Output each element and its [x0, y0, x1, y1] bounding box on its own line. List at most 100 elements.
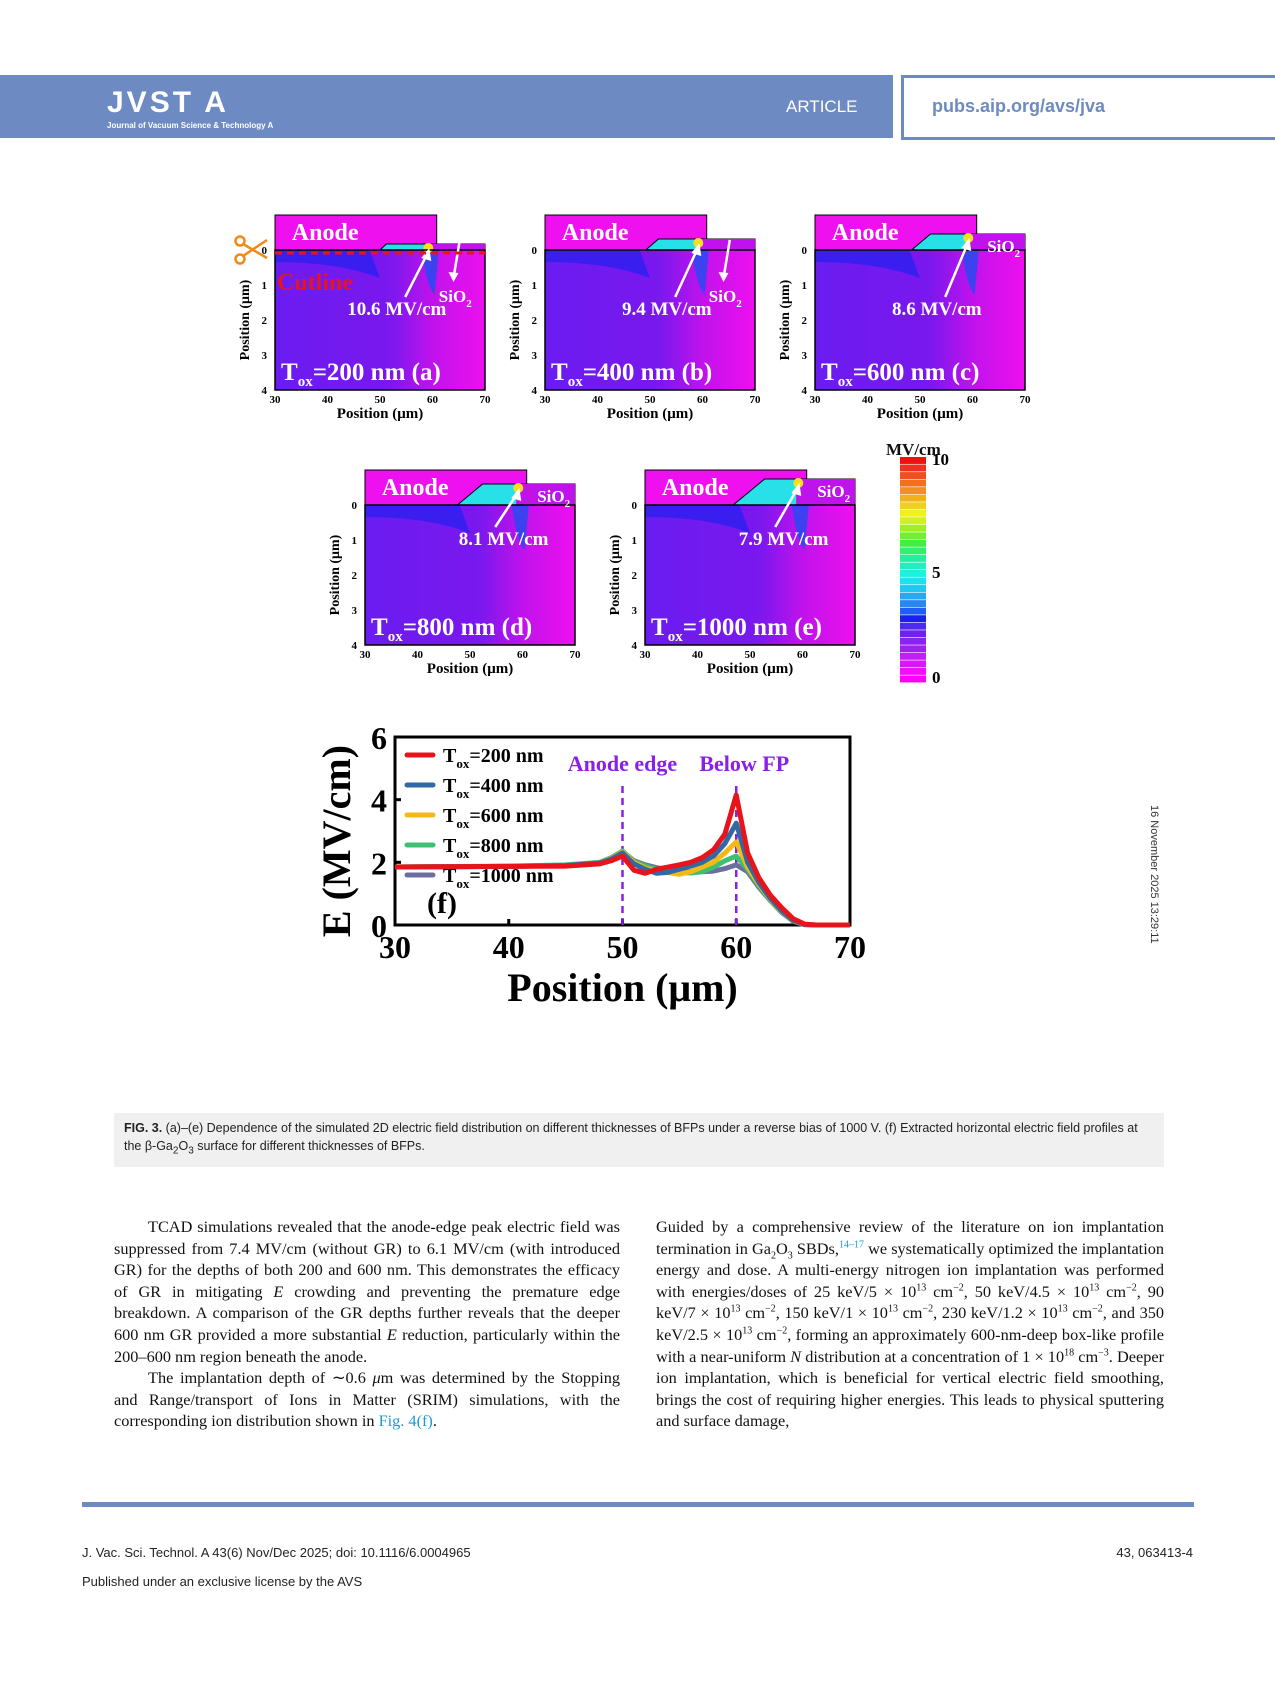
footer-rule: [82, 1502, 1194, 1507]
colorbar-segment: [900, 660, 926, 668]
y-tick-label: 4: [352, 640, 358, 652]
colorbar-segment: [900, 667, 926, 675]
paragraph: Guided by a comprehensive review of the …: [656, 1217, 1165, 1431]
colorbar-segment: [900, 479, 926, 487]
colorbar-segment: [900, 554, 926, 562]
colorbar-unit: MV/cm: [886, 440, 941, 459]
colorbar-segment: [900, 547, 926, 555]
colorbar-segment: [900, 615, 926, 623]
y-tick-label: 0: [262, 245, 268, 257]
annotation-label: Below FP: [699, 751, 789, 776]
y-tick-label: 3: [262, 350, 268, 362]
journal-subtitle: Journal of Vacuum Science & Technology A: [107, 121, 274, 130]
y-tick-label: 3: [632, 605, 638, 617]
y-axis-label: Position (μm): [328, 534, 343, 615]
peak-field-label: 8.6 MV/cm: [892, 299, 982, 320]
tox-label: Tox=1000 nm (e): [651, 614, 822, 645]
y-tick-label: 4: [802, 385, 808, 397]
sio2-label: SiO2: [987, 237, 1020, 260]
x-axis-label: Position (μm): [607, 406, 693, 422]
colorbar-segment: [900, 532, 926, 540]
colorbar-tick-label: 5: [932, 563, 941, 582]
substrate-region: [365, 505, 575, 645]
field-map-c: 0 1 2 3 4 30 40 50 60 70 Position (μm) Position (μm…: [770, 214, 1031, 425]
download-timestamp: 16 November 2025 13:29:11: [1148, 805, 1160, 944]
colorbar-segment: [900, 652, 926, 660]
tox-label: Tox=400 nm (b): [551, 359, 712, 390]
legend-label: Tox=600 nm: [443, 805, 544, 831]
x-tick-label: 50: [645, 394, 657, 406]
y-tick-label: 4: [632, 640, 638, 652]
colorbar-segment: [900, 509, 926, 517]
y-axis-label: Position (μm): [508, 279, 523, 360]
substrate-region: [815, 250, 1025, 390]
y-tick-label: 4: [371, 783, 387, 819]
y-tick-label: 2: [632, 570, 638, 582]
x-tick-label: 30: [540, 394, 552, 406]
reference-link[interactable]: 14–17: [838, 1239, 864, 1251]
paragraph: TCAD simulations revealed that the anode…: [114, 1217, 621, 1366]
x-tick-label: 40: [412, 649, 424, 661]
y-tick-label: 2: [532, 315, 538, 327]
x-tick-label: 60: [720, 929, 752, 965]
y-tick-label: 4: [262, 385, 268, 397]
colorbar-segment: [900, 464, 926, 472]
x-tick-label: 40: [692, 649, 704, 661]
peak-field-label: 10.6 MV/cm: [347, 299, 446, 320]
y-tick-label: 0: [352, 500, 358, 512]
anode-label: Anode: [382, 475, 449, 501]
x-tick-label: 60: [797, 649, 809, 661]
colorbar-segment: [900, 487, 926, 495]
x-axis-label: Position (μm): [877, 406, 963, 422]
colorbar-segment: [900, 539, 926, 547]
field-map-d: 0 1 2 3 4 30 40 50 60 70 Position (μm) Position (μm…: [320, 469, 582, 680]
tox-label: Tox=800 nm (d): [371, 614, 532, 645]
y-axis-label: Position (μm): [778, 279, 793, 360]
tox-label: Tox=200 nm (a): [281, 359, 441, 390]
y-tick-label: 2: [352, 570, 358, 582]
colorbar-segment: [900, 600, 926, 608]
x-tick-label: 70: [570, 649, 582, 661]
y-tick-label: 3: [532, 350, 538, 362]
x-tick-label: 50: [375, 394, 387, 406]
y-tick-label: 2: [802, 315, 808, 327]
peak-field-label: 9.4 MV/cm: [622, 299, 712, 320]
x-tick-label: 50: [607, 929, 639, 965]
anode-label: Anode: [662, 475, 729, 501]
cutline-label: Cutline: [277, 270, 353, 296]
y-tick-label: 1: [802, 280, 808, 292]
x-tick-label: 50: [465, 649, 477, 661]
tox-label: Tox=600 nm (c): [821, 359, 979, 390]
y-axis-label: Position (μm): [238, 279, 253, 360]
y-axis-label: E (MV/cm): [314, 745, 359, 937]
colorbar-segment: [900, 457, 926, 464]
line-chart-f: 30 40 50 60 70 0 2 4 6 Position (μm) E (MV/cm) Anod…: [300, 720, 950, 1095]
x-tick-label: 70: [480, 394, 492, 406]
y-tick-label: 1: [632, 535, 638, 547]
panel-label: (f): [427, 887, 457, 920]
legend-label: Tox=1000 nm: [443, 865, 554, 891]
footer-citation: J. Vac. Sci. Technol. A 43(6) Nov/Dec 20…: [82, 1545, 471, 1560]
colorbar-segment: [900, 562, 926, 570]
colorbar-segment: [900, 472, 926, 479]
x-tick-label: 40: [862, 394, 874, 406]
sio2-label: SiO2: [439, 287, 472, 310]
scissors-icon: [234, 235, 268, 265]
anode-label: Anode: [292, 220, 359, 246]
footer-page-number: 43, 063413-4: [1116, 1545, 1193, 1560]
x-tick-label: 50: [915, 394, 927, 406]
journal-url-link[interactable]: pubs.aip.org/avs/jva: [932, 96, 1106, 116]
colorbar-segment: [900, 637, 926, 645]
x-axis-label: Position (μm): [507, 965, 737, 1010]
colorbar-segment: [900, 592, 926, 600]
colorbar-tick-label: 10: [932, 450, 949, 469]
x-tick-label: 60: [517, 649, 529, 661]
figure-link[interactable]: Fig. 4(f): [378, 1411, 433, 1431]
colorbar-tick-label: 0: [932, 668, 941, 687]
peak-field-label: 7.9 MV/cm: [739, 529, 829, 550]
peak-field-label: 8.1 MV/cm: [459, 529, 549, 550]
colorbar-segment: [900, 607, 926, 615]
x-tick-label: 40: [592, 394, 604, 406]
y-tick-label: 0: [371, 908, 387, 944]
caption-label: FIG. 3.: [124, 1121, 163, 1135]
